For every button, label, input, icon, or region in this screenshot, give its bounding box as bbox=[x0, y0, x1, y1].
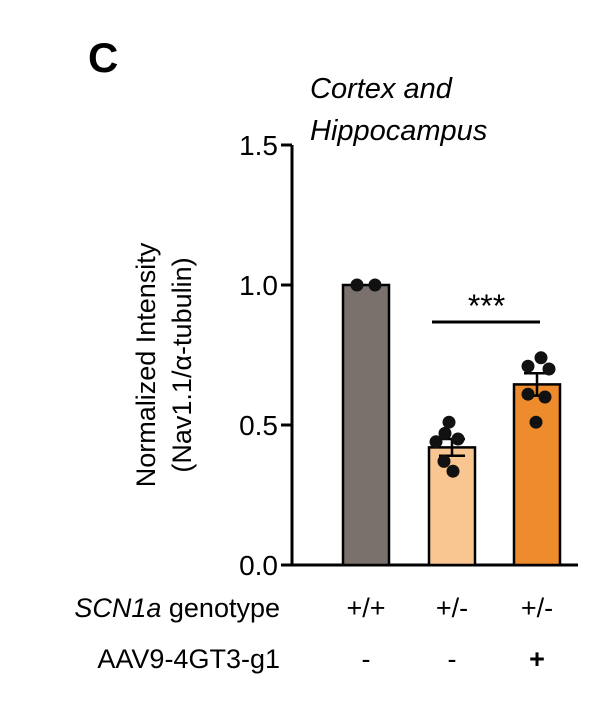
panel-label: C bbox=[88, 34, 118, 81]
row-value: + bbox=[529, 644, 545, 674]
row-value: - bbox=[448, 644, 457, 674]
data-point bbox=[529, 415, 543, 429]
data-point bbox=[368, 278, 382, 292]
row-label: SCN1a genotype bbox=[74, 593, 280, 623]
bar bbox=[341, 283, 391, 567]
row-value: +/- bbox=[521, 593, 553, 623]
data-point bbox=[521, 387, 535, 401]
y-tick-label: 1.5 bbox=[239, 130, 278, 161]
data-point bbox=[538, 390, 552, 404]
bar bbox=[512, 383, 562, 567]
data-point bbox=[446, 464, 460, 478]
data-point bbox=[521, 359, 535, 373]
data-point bbox=[542, 362, 556, 376]
y-tick-label: 0.0 bbox=[239, 550, 278, 581]
data-point bbox=[429, 435, 443, 449]
data-point bbox=[438, 426, 452, 440]
y-axis-label-line1: Normalized Intensity bbox=[131, 242, 161, 487]
data-point bbox=[534, 351, 548, 365]
row-value: +/- bbox=[436, 593, 468, 623]
row-value: +/+ bbox=[346, 593, 385, 623]
significance-label: *** bbox=[468, 288, 505, 324]
y-tick-label: 0.5 bbox=[239, 410, 278, 441]
data-point bbox=[451, 432, 465, 446]
row-value: - bbox=[362, 644, 371, 674]
data-point bbox=[442, 415, 456, 429]
data-point bbox=[350, 278, 364, 292]
row-label: AAV9-4GT3-g1 bbox=[97, 644, 280, 674]
data-point bbox=[437, 454, 451, 468]
y-axis-label-line2: (Nav1.1/α-tubulin) bbox=[167, 257, 197, 472]
chart-title-line2: Hippocampus bbox=[310, 115, 487, 147]
chart-title-line1: Cortex and bbox=[310, 73, 453, 105]
y-tick-label: 1.0 bbox=[239, 270, 278, 301]
